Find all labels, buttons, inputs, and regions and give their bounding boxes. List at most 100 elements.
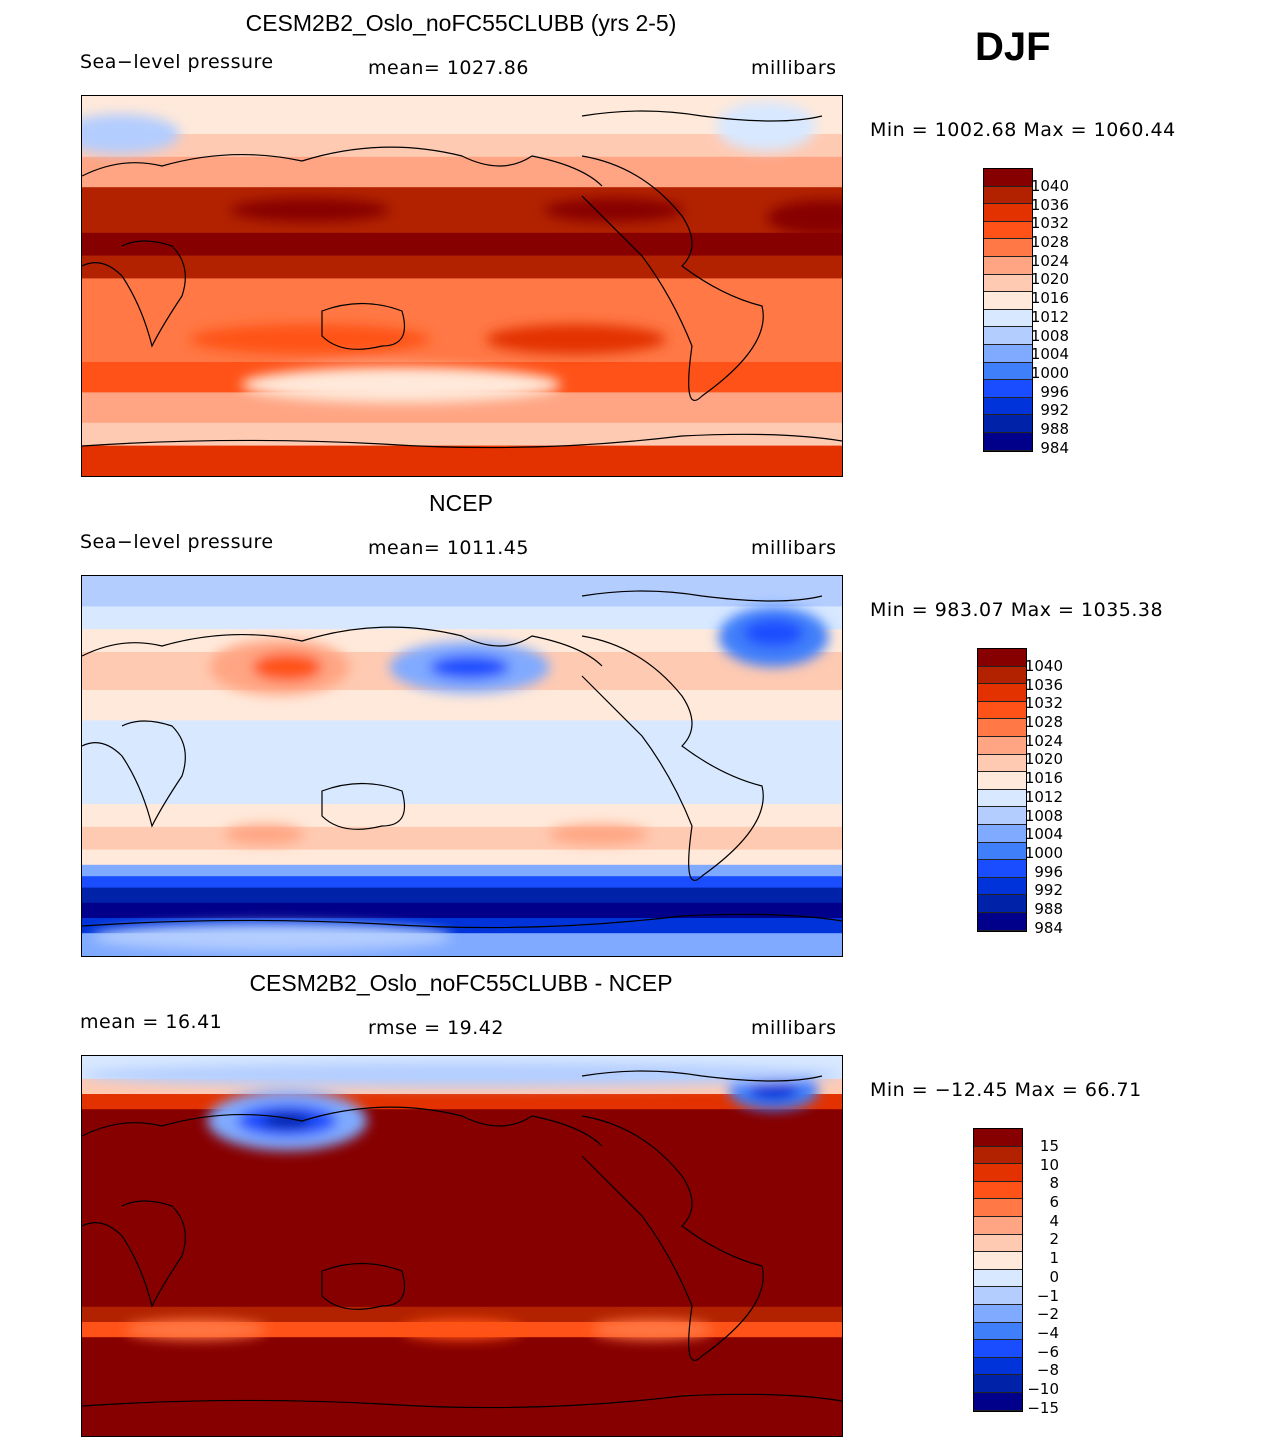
panel-left-label: Sea−level pressure [80, 51, 274, 73]
panel-minmax: Min = 983.07 Max = 1035.38 [870, 599, 1164, 621]
colorbar-swatch [978, 754, 1026, 773]
colorbar-tick-label: −4 [1036, 1323, 1059, 1342]
contour-map [81, 575, 843, 957]
colorbar-tick-label: 2 [1049, 1230, 1059, 1249]
colorbar-tick-label: 1024 [1024, 731, 1063, 750]
colorbar-swatch [978, 842, 1026, 861]
colorbar-tick-label: 1032 [1030, 214, 1069, 233]
colorbar-swatch [974, 1199, 1022, 1217]
contour-region [224, 824, 305, 845]
colorbar-swatch [978, 684, 1026, 702]
coastlines [82, 590, 842, 929]
colorbar-tick-label: −15 [1027, 1398, 1059, 1417]
coastlines [82, 1070, 842, 1409]
colorbar-tick-label: 988 [1040, 419, 1069, 438]
contour-band [82, 278, 842, 325]
colorbar-labels: 1040 1036 1032 1028 1024 1020 1016 1012 1008 1004… [1011, 657, 1063, 937]
colorbar-swatch [978, 877, 1026, 896]
colorbar-tick-label: 984 [1034, 918, 1063, 937]
colorbar-swatch [974, 1287, 1022, 1305]
colorbar-swatch [984, 344, 1032, 363]
colorbar-swatch [978, 860, 1026, 878]
colorbar-tick-label: 1008 [1024, 806, 1063, 825]
colorbar-swatch [984, 256, 1032, 275]
colorbar-swatch [984, 397, 1032, 416]
colorbar-tick-label: 1032 [1024, 694, 1063, 713]
colorbar-tick-label: 984 [1040, 438, 1069, 457]
contour-band [82, 1109, 842, 1285]
contour-band [82, 134, 842, 158]
contour-band [82, 690, 842, 722]
colorbar-tick-label: 1024 [1030, 251, 1069, 270]
colorbar-tick-label: 1012 [1024, 787, 1063, 806]
colorbar-tick-label: 1028 [1030, 233, 1069, 252]
contour-region [548, 824, 649, 845]
colorbar-swatch [984, 415, 1032, 433]
colorbar-tick-label: 992 [1040, 401, 1069, 420]
contour-region [429, 655, 510, 680]
contour-region [252, 653, 323, 682]
colorbar-swatch [984, 432, 1032, 451]
colorbar-tick-label: 4 [1049, 1211, 1059, 1230]
contour-band [82, 445, 842, 476]
colorbar-swatch [984, 186, 1032, 205]
colorbar-swatch [974, 1392, 1022, 1411]
colorbar-swatch [984, 221, 1032, 240]
colorbar-swatch [974, 1340, 1022, 1358]
colorbar-tick-label: 1040 [1024, 657, 1063, 675]
contour-region [716, 101, 816, 152]
contour-band [82, 804, 842, 828]
colorbar-swatch [978, 789, 1026, 808]
panel-units: millibars [751, 537, 837, 559]
colorbar-tick-label: 1028 [1024, 713, 1063, 732]
contour-region [544, 198, 684, 222]
contour-band [82, 902, 842, 919]
colorbar [983, 168, 1033, 452]
colorbar-swatch [984, 327, 1032, 345]
colorbar-tick-label: 8 [1049, 1174, 1059, 1193]
colorbar-swatch [978, 736, 1026, 755]
contour-region [748, 1080, 799, 1101]
panel-left-label: Sea−level pressure [80, 531, 274, 553]
colorbar-swatch [974, 1322, 1022, 1341]
colorbar-tick-label: 1000 [1024, 843, 1063, 862]
contour-band [82, 785, 842, 805]
panel-center-label: mean= 1011.45 [368, 537, 529, 559]
colorbar-swatch [974, 1269, 1022, 1288]
panel-units: millibars [751, 1017, 837, 1039]
contour-map [81, 1055, 843, 1437]
colorbar-tick-label: 0 [1049, 1267, 1059, 1286]
colorbar-tick-label: 1040 [1030, 177, 1069, 195]
contour-region [743, 619, 804, 647]
contour-band [82, 864, 842, 878]
colorbar-swatch [984, 309, 1032, 328]
contour-region [241, 366, 562, 403]
colorbar-swatch [974, 1304, 1022, 1323]
colorbar-swatch [974, 1216, 1022, 1235]
colorbar-swatch [978, 772, 1026, 790]
colorbar-swatch [978, 824, 1026, 843]
colorbar-tick-label: −6 [1036, 1342, 1059, 1361]
contour-band [82, 876, 842, 889]
colorbar-swatch [984, 169, 1032, 187]
contour-region [592, 1319, 712, 1340]
contour-band [82, 156, 842, 189]
contour-region [82, 1063, 842, 1087]
colorbar-tick-label: 992 [1034, 881, 1063, 900]
contour-region [92, 923, 452, 951]
colorbar-swatch [984, 204, 1032, 222]
contour-region [486, 324, 666, 355]
season-label: DJF [975, 25, 1051, 69]
colorbar-tick-label: 1016 [1030, 289, 1069, 308]
panel-left-label: mean = 16.41 [80, 1011, 223, 1033]
contour-region [126, 1319, 266, 1340]
contour-band [82, 1306, 842, 1323]
colorbar-swatch [974, 1164, 1022, 1182]
contour-band [82, 720, 842, 786]
colorbar-tick-label: 1036 [1030, 195, 1069, 214]
panel-minmax: Min = 1002.68 Max = 1060.44 [870, 119, 1176, 141]
colorbar-tick-label: −1 [1036, 1286, 1059, 1305]
colorbar-swatch [974, 1129, 1022, 1147]
colorbar-swatch [978, 701, 1026, 720]
colorbar-tick-label: −10 [1027, 1379, 1059, 1398]
